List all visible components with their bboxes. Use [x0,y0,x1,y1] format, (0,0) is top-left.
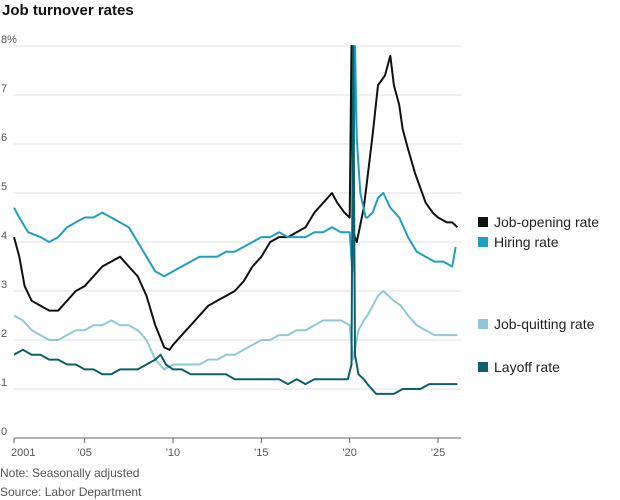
y-tick-label: 7 [1,83,7,95]
legend-label-job-quitting-rate: Job-quitting rate [494,316,595,332]
legend-swatch-job-opening-rate [478,217,488,227]
series-line-job-quitting-rate [13,290,458,371]
chart-note: Note: Seasonally adjusted [0,466,140,480]
x-tick-label: '15 [254,447,268,459]
series-line-layoff-rate [13,45,458,395]
y-axis: 0 1 2 3 4 5 6 7 8% [1,34,17,438]
legend-swatch-hiring-rate [478,237,488,247]
x-tick-label: '20 [343,447,357,459]
x-tick-label: '05 [78,447,92,459]
series-line-job-opening-rate [13,45,459,351]
legend: Job-opening rate Hiring rate Job-quitting … [478,214,599,375]
y-tick-label: 4 [1,230,7,242]
legend-label-hiring-rate: Hiring rate [494,234,559,250]
x-axis: 2001 '05 '10 '15 '20 '25 [11,438,445,459]
y-tick-label: 6 [1,132,7,144]
chart-source: Source: Labor Department [0,485,142,499]
y-tick-label: 1 [1,377,7,389]
y-tick-label: 5 [1,181,7,193]
legend-label-layoff-rate: Layoff rate [494,359,560,375]
grid [14,45,461,439]
y-tick-label: 3 [1,279,7,291]
legend-swatch-layoff-rate [478,362,488,372]
x-tick-label: 2001 [11,447,35,459]
series-line-hiring-rate [13,45,457,278]
legend-swatch-job-quitting-rate [478,319,488,329]
series-lines [13,45,459,395]
legend-label-job-opening-rate: Job-opening rate [494,214,599,230]
y-tick-label: 8% [1,34,17,46]
x-tick-label: '10 [166,447,180,459]
y-tick-label: 0 [1,426,7,438]
x-tick-label: '25 [431,447,445,459]
page-title: Job turnover rates [2,2,134,19]
y-tick-label: 2 [1,328,7,340]
